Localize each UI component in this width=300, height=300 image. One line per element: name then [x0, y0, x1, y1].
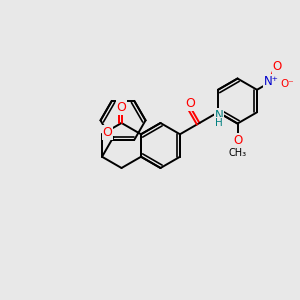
Text: N⁺: N⁺ — [264, 75, 279, 88]
Text: CH₃: CH₃ — [229, 148, 247, 158]
Text: O: O — [103, 126, 112, 139]
Text: O: O — [185, 97, 195, 110]
Text: O: O — [117, 101, 127, 114]
Text: O⁻: O⁻ — [280, 79, 294, 89]
Text: O: O — [233, 134, 242, 147]
Text: O: O — [273, 60, 282, 73]
Text: N: N — [214, 109, 223, 122]
Text: H: H — [215, 118, 223, 128]
